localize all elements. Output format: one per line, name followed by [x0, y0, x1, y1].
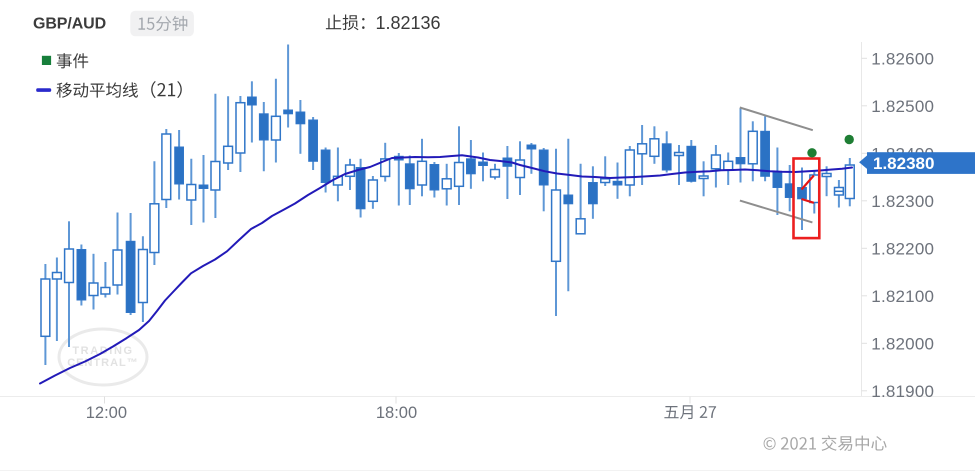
svg-text:1.82136: 1.82136: [376, 13, 441, 33]
svg-text:1.82000: 1.82000: [871, 334, 934, 353]
svg-text:12:00: 12:00: [86, 404, 127, 422]
svg-text:1.81900: 1.81900: [871, 382, 934, 401]
svg-text:1.82300: 1.82300: [871, 192, 934, 211]
svg-text:1.82500: 1.82500: [871, 97, 934, 116]
svg-text:CENTRAL™: CENTRAL™: [67, 357, 139, 369]
svg-text:TRADING: TRADING: [72, 345, 133, 357]
svg-text:GBP/AUD: GBP/AUD: [33, 16, 106, 33]
svg-text:1.82600: 1.82600: [871, 49, 934, 68]
svg-text:1.82200: 1.82200: [871, 239, 934, 258]
svg-text:1.82100: 1.82100: [871, 287, 934, 306]
svg-text:18:00: 18:00: [376, 404, 417, 422]
svg-text:1.82380: 1.82380: [873, 154, 934, 173]
